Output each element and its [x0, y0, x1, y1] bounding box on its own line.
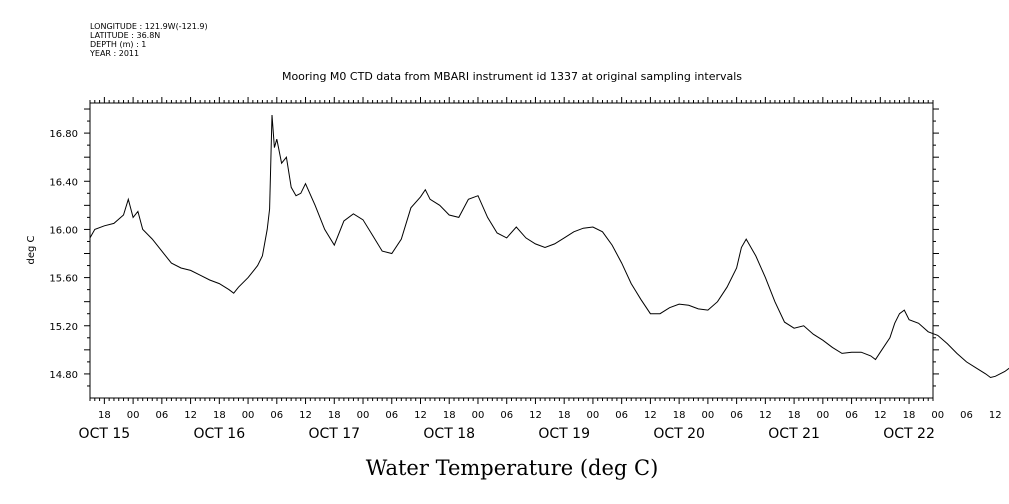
year-label: YEAR : 2011 — [90, 49, 140, 58]
plot-frame — [89, 102, 934, 399]
x-tick-label: 18 — [98, 410, 111, 421]
x-day-label: OCT 20 — [653, 426, 705, 442]
x-axis-title: Water Temperature (deg C) — [366, 456, 659, 480]
x-tick-label: 12 — [529, 410, 542, 421]
x-tick-label: 18 — [443, 410, 456, 421]
depth-label: DEPTH (m) : 1 — [90, 40, 147, 49]
x-tick-label: 00 — [472, 410, 485, 421]
x-tick-label: 18 — [558, 410, 571, 421]
x-tick-label: 12 — [989, 410, 1002, 421]
y-tick-label: 16.40 — [49, 177, 78, 188]
station-metadata: LONGITUDE : 121.9W(-121.9) LATITUDE : 36… — [90, 22, 208, 58]
y-tick-label: 16.80 — [49, 129, 78, 140]
x-day-label: OCT 21 — [768, 426, 820, 442]
x-day-label: OCT 22 — [883, 426, 935, 442]
x-tick-label: 18 — [788, 410, 801, 421]
x-tick-label: 06 — [270, 410, 283, 421]
x-tick-label: 12 — [644, 410, 657, 421]
temperature-series-line — [89, 114, 1009, 379]
longitude-label: LONGITUDE : 121.9W(-121.9) — [90, 22, 208, 31]
x-tick-label: 18 — [903, 410, 916, 421]
x-tick-label: 00 — [931, 410, 944, 421]
x-tick-label: 06 — [845, 410, 858, 421]
x-axis-labels: 18 00 06 12 18 00 06 12 18 00 06 12 18 00 06 12 18 00 06 12… — [79, 410, 1002, 442]
x-tick-label: 00 — [127, 410, 140, 421]
x-tick-label: 12 — [874, 410, 887, 421]
y-tick-label: 15.20 — [49, 322, 78, 333]
x-tick-label: 12 — [184, 410, 197, 421]
latitude-label: LATITUDE : 36.8N — [90, 31, 161, 40]
y-tick-label: 14.80 — [49, 370, 78, 381]
y-tick-label: 16.00 — [49, 225, 78, 236]
y-tick-label: 15.60 — [49, 274, 78, 285]
x-tick-label: 06 — [960, 410, 973, 421]
x-day-label: OCT 17 — [308, 426, 360, 442]
x-tick-label: 12 — [414, 410, 427, 421]
x-day-label: OCT 16 — [194, 426, 246, 442]
x-tick-label: 06 — [730, 410, 743, 421]
x-day-label: OCT 18 — [423, 426, 475, 442]
x-day-label: OCT 15 — [79, 426, 131, 442]
x-tick-label: 12 — [759, 410, 772, 421]
y-axis-labels: 14.80 15.20 15.60 16.00 16.40 16.80 — [49, 129, 78, 381]
x-tick-label: 06 — [385, 410, 398, 421]
x-tick-label: 00 — [587, 410, 600, 421]
chart-title: Mooring M0 CTD data from MBARI instrumen… — [282, 70, 742, 83]
x-tick-label: 00 — [242, 410, 255, 421]
x-tick-label: 06 — [500, 410, 513, 421]
x-tick-label: 18 — [328, 410, 341, 421]
x-day-label: OCT 19 — [538, 426, 590, 442]
x-tick-label: 00 — [702, 410, 715, 421]
axis-ticks — [84, 97, 939, 404]
x-tick-label: 00 — [816, 410, 829, 421]
y-axis-title: deg C — [26, 235, 37, 264]
x-tick-label: 06 — [155, 410, 168, 421]
x-tick-label: 18 — [673, 410, 686, 421]
x-tick-label: 12 — [299, 410, 312, 421]
x-tick-label: 00 — [357, 410, 370, 421]
x-tick-label: 18 — [213, 410, 226, 421]
x-tick-label: 06 — [615, 410, 628, 421]
